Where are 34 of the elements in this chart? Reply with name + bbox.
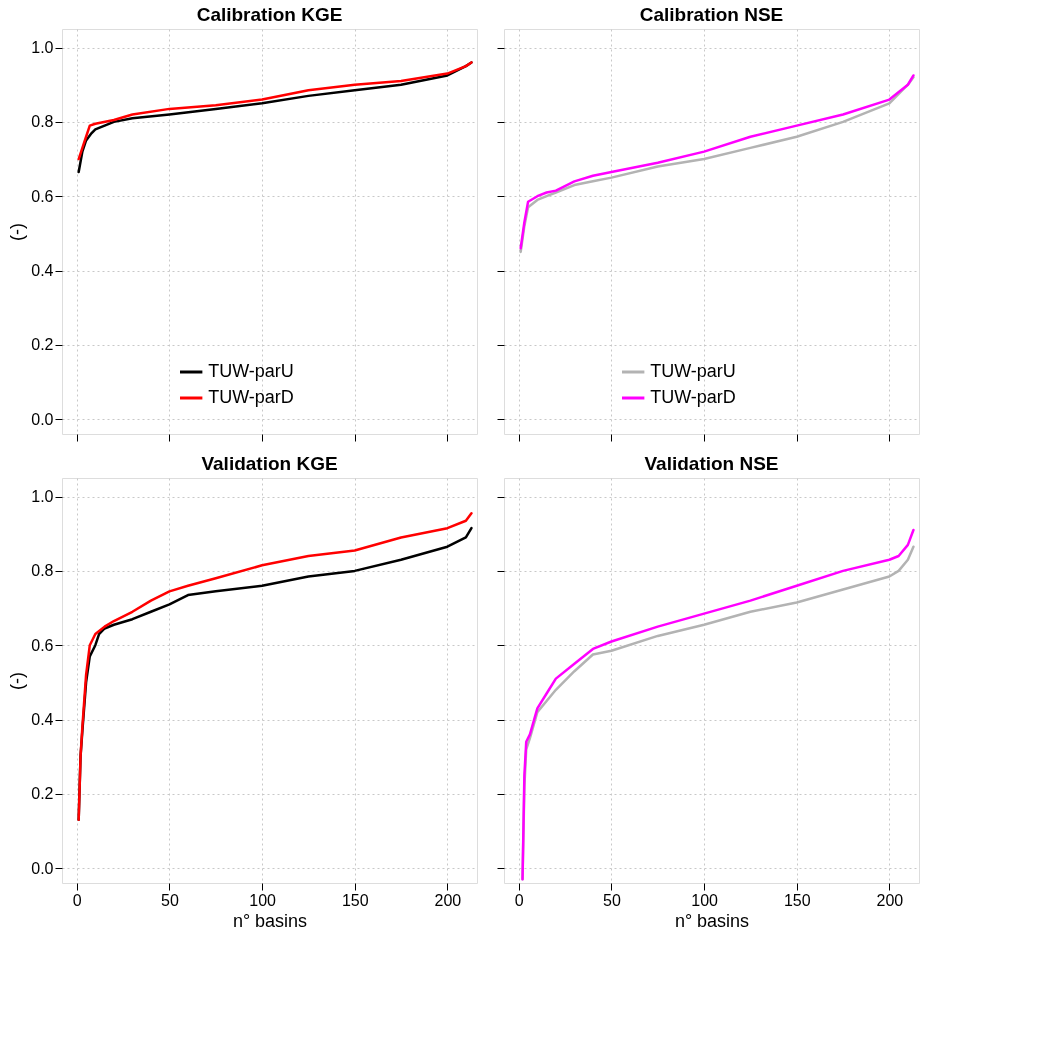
legend-label: TUW-parD [208, 387, 294, 407]
y-tick-label: 0.8 [31, 562, 54, 580]
x-axis-title: n° basins [674, 910, 750, 931]
x-tick-label: 0 [514, 891, 524, 909]
y-tick-label: 0.6 [31, 187, 54, 205]
x-tick-label: 200 [434, 891, 462, 909]
y-axis-title: (-) [7, 223, 28, 241]
y-tick-label: 0.4 [31, 711, 54, 729]
x-tick-label: 150 [341, 891, 369, 909]
chart-title: Validation NSE [644, 453, 779, 474]
y-tick-label: 0.2 [31, 336, 54, 354]
y-tick-label: 0.0 [31, 859, 54, 877]
y-tick-label: 0.6 [31, 636, 54, 654]
x-tick-label: 100 [691, 891, 719, 909]
chart-title: Calibration KGE [196, 4, 343, 25]
legend-label: TUW-parU [650, 361, 736, 381]
x-tick-label: 50 [603, 891, 621, 909]
x-tick-label: 200 [876, 891, 904, 909]
x-tick-label: 50 [161, 891, 179, 909]
y-tick-label: 1.0 [31, 488, 54, 506]
x-tick-label: 150 [783, 891, 811, 909]
x-axis-title: n° basins [232, 910, 308, 931]
legend-label: TUW-parU [208, 361, 294, 381]
chart-title: Calibration NSE [639, 4, 784, 25]
y-tick-label: 0.0 [31, 410, 54, 428]
y-tick-label: 0.4 [31, 262, 54, 280]
x-tick-label: 0 [72, 891, 82, 909]
y-tick-label: 0.8 [31, 113, 54, 131]
x-tick-label: 100 [249, 891, 277, 909]
y-axis-title: (-) [7, 672, 28, 690]
y-tick-label: 1.0 [31, 39, 54, 57]
y-tick-label: 0.2 [31, 785, 54, 803]
legend-label: TUW-parD [650, 387, 736, 407]
chart-title: Validation KGE [201, 453, 338, 474]
